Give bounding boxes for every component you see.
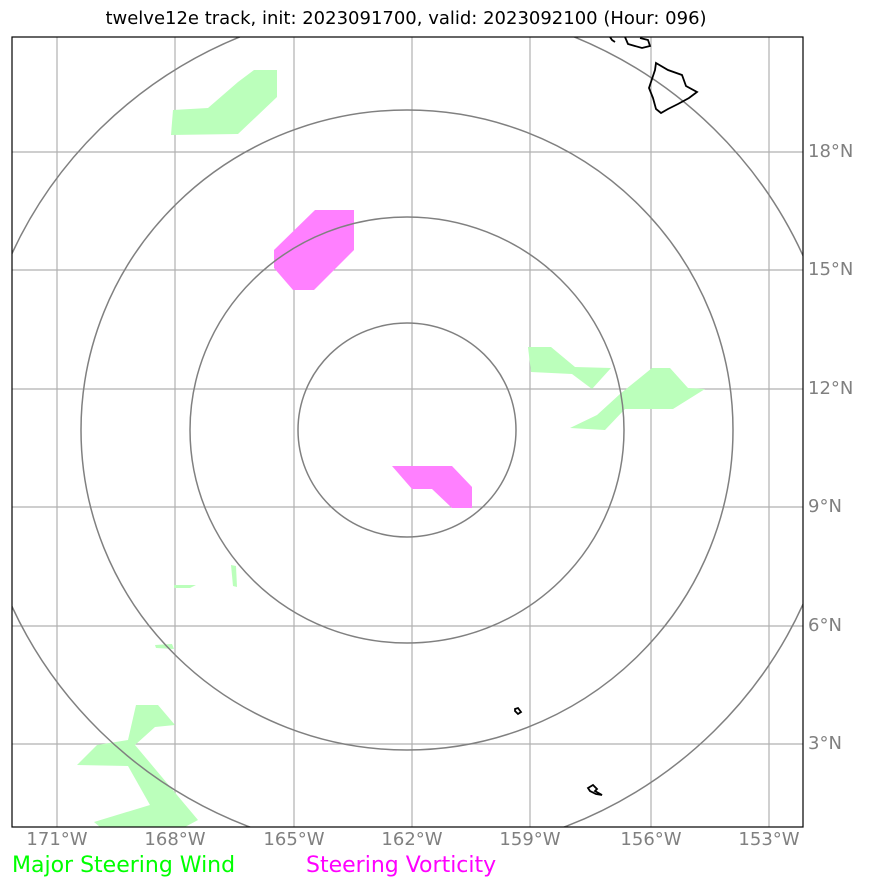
lon-label-162w: 162°W xyxy=(381,829,443,850)
lon-label-156w: 156°W xyxy=(620,829,682,850)
legend-steering-vorticity: Steering Vorticity xyxy=(306,853,497,878)
range-ring-2 xyxy=(189,216,625,644)
coastlines xyxy=(514,37,699,796)
lat-label-3n: 3°N xyxy=(808,733,842,754)
lat-label-6n: 6°N xyxy=(808,615,842,636)
wind-region-sw-small-2 xyxy=(231,565,237,587)
legend-steering-wind: Major Steering Wind xyxy=(12,853,236,878)
plot-frame xyxy=(11,36,804,828)
lon-label-165w: 165°W xyxy=(263,829,325,850)
coastline-atoll-1 xyxy=(514,706,523,716)
map-title: twelve12e track, init: 2023091700, valid… xyxy=(105,8,707,29)
lon-label-159w: 159°W xyxy=(499,829,561,850)
coastline-atoll-2 xyxy=(586,783,603,796)
coastline-big-island xyxy=(648,61,699,115)
coastline-maui xyxy=(609,37,652,49)
lat-label-9n: 9°N xyxy=(808,496,842,517)
lat-label-15n: 15°N xyxy=(808,259,854,280)
range-ring-4 xyxy=(12,37,803,827)
wind-region-east-upper xyxy=(528,347,611,389)
lat-label-12n: 12°N xyxy=(808,378,854,399)
wind-region-sw-small-3 xyxy=(155,644,174,649)
lon-label-168w: 168°W xyxy=(144,829,206,850)
wind-region-nw xyxy=(171,70,277,135)
lon-label-171w: 171°W xyxy=(26,829,88,850)
vorticity-region-north xyxy=(274,210,354,290)
vorticity-region-center xyxy=(392,466,472,508)
wind-region-east-lower xyxy=(570,368,705,430)
wind-region-sw xyxy=(77,705,198,827)
wind-region-sw-small-1 xyxy=(174,585,196,588)
range-ring-3 xyxy=(80,109,734,751)
range-ring-1 xyxy=(297,322,517,538)
range-rings xyxy=(12,37,803,827)
lon-label-153w: 153°W xyxy=(738,829,800,850)
gridlines xyxy=(12,37,803,827)
lat-label-18n: 18°N xyxy=(808,141,854,162)
steering-wind-regions xyxy=(77,70,705,827)
